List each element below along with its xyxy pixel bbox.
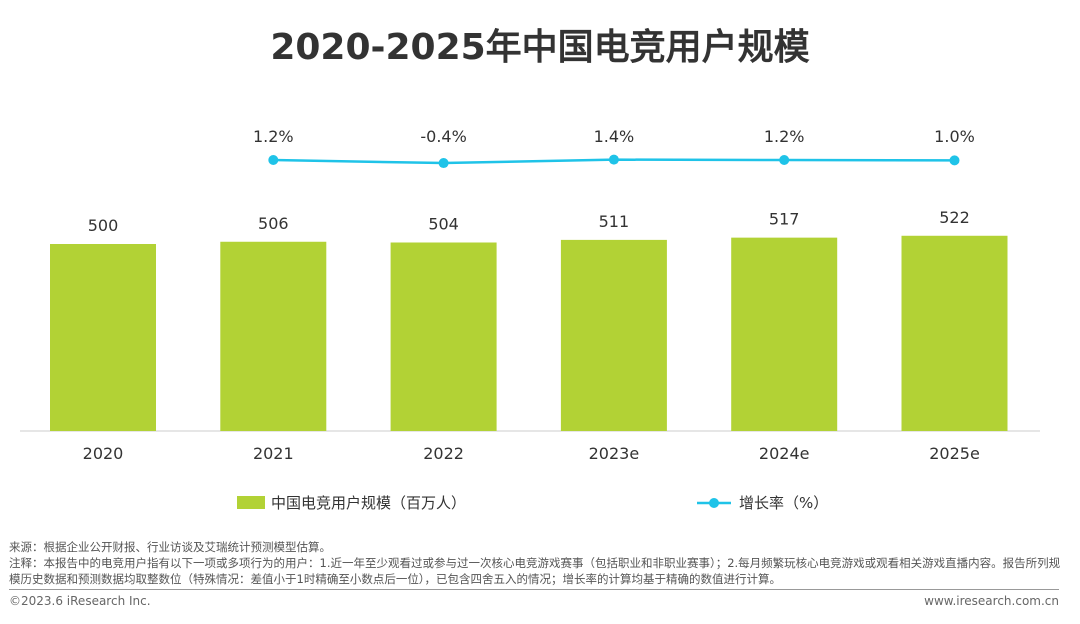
growth-data-label: 1.4% xyxy=(594,127,635,146)
bar-data-label: 511 xyxy=(599,212,630,231)
bar xyxy=(220,241,327,431)
footer-divider xyxy=(9,589,1059,590)
bar xyxy=(560,239,667,431)
bar-data-label: 522 xyxy=(939,208,970,227)
source-note: 来源：根据企业公开财报、行业访谈及艾瑞统计预测模型估算。 xyxy=(9,540,331,554)
x-tick-label: 2021 xyxy=(253,444,294,463)
website: www.iresearch.com.cn xyxy=(924,594,1059,608)
copyright: ©2023.6 iResearch Inc. xyxy=(9,594,151,608)
bar xyxy=(50,244,156,431)
legend-label-line: 增长率（%） xyxy=(739,494,829,512)
growth-point xyxy=(608,154,619,165)
x-tick-label: 2022 xyxy=(423,444,464,463)
plot-area: 500 2020 506 2021 504 2022 511 2023e 517 2024e 522… xyxy=(20,127,1040,463)
legend-swatch-bar xyxy=(237,496,265,509)
growth-point xyxy=(779,155,790,166)
bar-data-label: 500 xyxy=(88,216,119,235)
x-tick-label: 2023e xyxy=(589,444,640,463)
growth-data-label: 1.2% xyxy=(764,127,805,146)
growth-point xyxy=(268,155,279,166)
legend-item-line: 增长率（%） xyxy=(697,492,828,513)
legend-label-bar: 中国电竞用户规模（百万人） xyxy=(271,494,467,512)
legend-swatch-line xyxy=(697,497,731,508)
growth-point xyxy=(949,155,960,166)
bar xyxy=(731,237,838,431)
growth-data-label: -0.4% xyxy=(420,127,466,146)
x-tick-label: 2025e xyxy=(929,444,980,463)
notes: 来源：根据企业公开财报、行业访谈及艾瑞统计预测模型估算。 注释：本报告中的电竞用… xyxy=(9,539,1071,587)
bar-data-label: 517 xyxy=(769,210,800,229)
footnote: 注释：本报告中的电竞用户指有以下一项或多项行为的用户：1.近一年至少观看过或参与… xyxy=(9,556,1061,586)
bar-data-label: 506 xyxy=(258,214,289,233)
growth-data-label: 1.2% xyxy=(253,127,294,146)
x-tick-label: 2024e xyxy=(759,444,810,463)
legend-item-bar: 中国电竞用户规模（百万人） xyxy=(237,492,466,513)
bar-data-label: 504 xyxy=(428,215,459,234)
growth-point xyxy=(438,158,449,169)
x-tick-label: 2020 xyxy=(83,444,124,463)
bar xyxy=(390,242,497,431)
bar xyxy=(901,235,1008,431)
growth-data-label: 1.0% xyxy=(934,127,975,146)
chart-title: 2020-2025年中国电竞用户规模 xyxy=(270,27,810,68)
